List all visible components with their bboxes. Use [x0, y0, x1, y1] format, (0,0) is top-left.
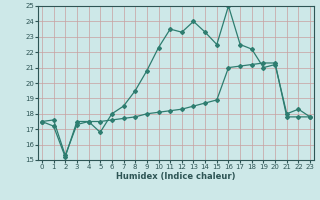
X-axis label: Humidex (Indice chaleur): Humidex (Indice chaleur): [116, 172, 236, 181]
